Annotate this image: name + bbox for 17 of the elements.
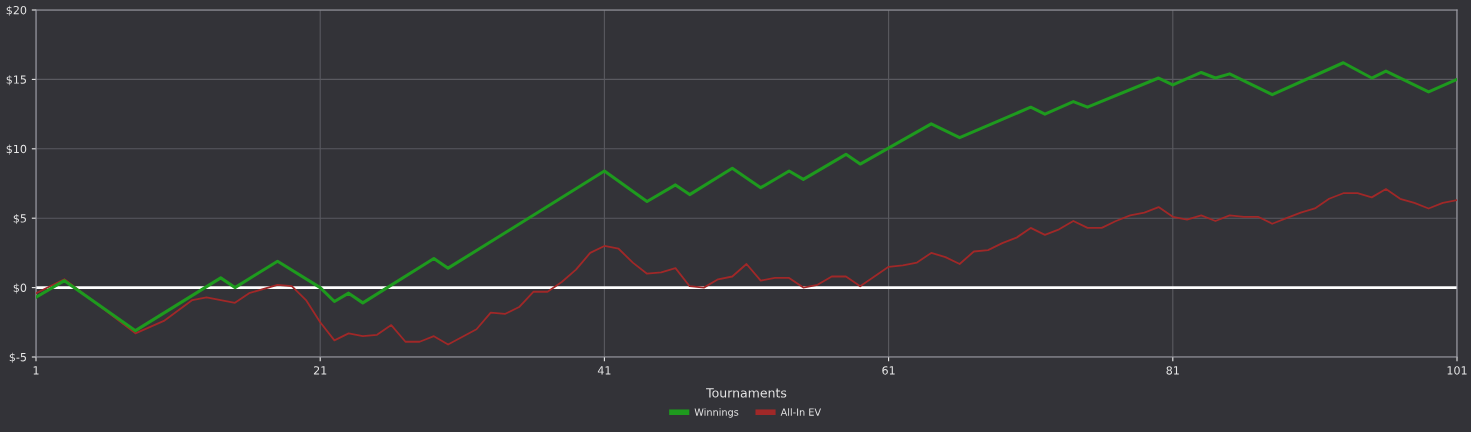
y-tick-label: $15 xyxy=(6,75,26,86)
y-tick-label: $5 xyxy=(13,213,26,225)
line-series xyxy=(36,188,1457,346)
x-tick-label: 21 xyxy=(313,366,327,375)
x-tick-label: 61 xyxy=(882,366,895,375)
x-tick-label: 41 xyxy=(597,366,611,375)
y-tick-label: $10 xyxy=(6,144,27,155)
line-series xyxy=(36,61,1457,333)
x-tick-label: 1 xyxy=(33,366,39,375)
legend-label: Winnings xyxy=(694,408,739,418)
x-axis-title: Tournaments xyxy=(706,388,787,398)
y-tick-label: $-5 xyxy=(9,352,26,363)
x-tick-label: 101 xyxy=(1447,366,1467,375)
legend-label: All-In EV xyxy=(780,408,821,416)
x-tick-label: 81 xyxy=(1166,366,1179,375)
y-tick-label: $0 xyxy=(13,283,27,294)
y-tick-label: $20 xyxy=(6,5,27,16)
